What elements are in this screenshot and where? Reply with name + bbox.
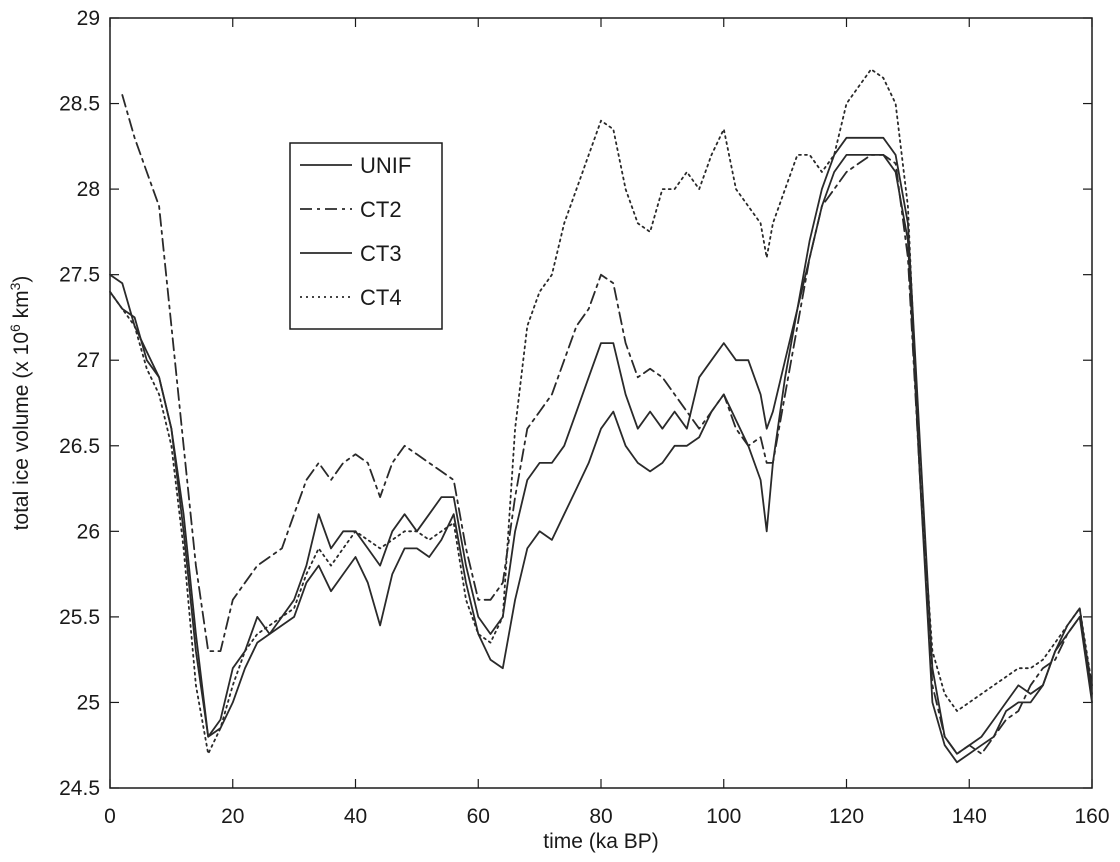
- axis-ticks: 0 20 40 60 80 100 120 140 160 24.5 25 25.5 26 26.5 27 2…: [59, 7, 1109, 828]
- y-tick-label: 27.5: [59, 264, 100, 287]
- x-tick-label: 0: [104, 805, 116, 828]
- x-tick-label: 80: [589, 805, 612, 828]
- x-tick-label: 40: [344, 805, 367, 828]
- series-layer: [109, 68, 1093, 764]
- series-line-ct3: [109, 153, 1093, 764]
- x-tick-label: 60: [467, 805, 490, 828]
- x-tick-label: 120: [829, 805, 864, 828]
- legend: UNIF CT2 CT3 CT4: [289, 142, 443, 330]
- series-line-unif: [109, 136, 1093, 755]
- y-axis-label-close: ): [10, 276, 33, 283]
- y-axis-label-unit: km: [10, 290, 33, 324]
- y-tick-label: 26.5: [59, 435, 100, 458]
- y-tick-label: 26: [77, 520, 100, 543]
- y-tick-label: 28.5: [59, 93, 100, 116]
- series-line-ct4: [109, 68, 1093, 755]
- y-tick-label: 24.5: [59, 777, 100, 800]
- x-tick-label: 20: [221, 805, 244, 828]
- y-tick-label: 27: [77, 349, 100, 372]
- x-tick-label: 140: [952, 805, 987, 828]
- legend-box: [289, 142, 443, 330]
- y-axis-label: total ice volume (x 106 km3): [7, 276, 33, 531]
- legend-label-ct4: CT4: [360, 285, 402, 310]
- y-axis-label-unit-exp: 3: [7, 282, 23, 290]
- x-tick-label: 160: [1074, 805, 1109, 828]
- legend-label-unif: UNIF: [360, 153, 411, 178]
- legend-label-ct2: CT2: [360, 197, 402, 222]
- y-tick-label: 28: [77, 178, 100, 201]
- series-line-ct2: [121, 94, 1093, 755]
- x-tick-label: 100: [706, 805, 741, 828]
- y-axis-label-exp: 6: [7, 324, 23, 332]
- legend-label-ct3: CT3: [360, 241, 402, 266]
- y-axis-label-main: total ice volume (x 10: [10, 332, 33, 530]
- plot-area: [109, 17, 1093, 789]
- y-tick-label: 25.5: [59, 606, 100, 629]
- y-tick-label: 29: [77, 7, 100, 30]
- x-axis-label: time (ka BP): [543, 830, 659, 853]
- y-tick-label: 25: [77, 691, 100, 714]
